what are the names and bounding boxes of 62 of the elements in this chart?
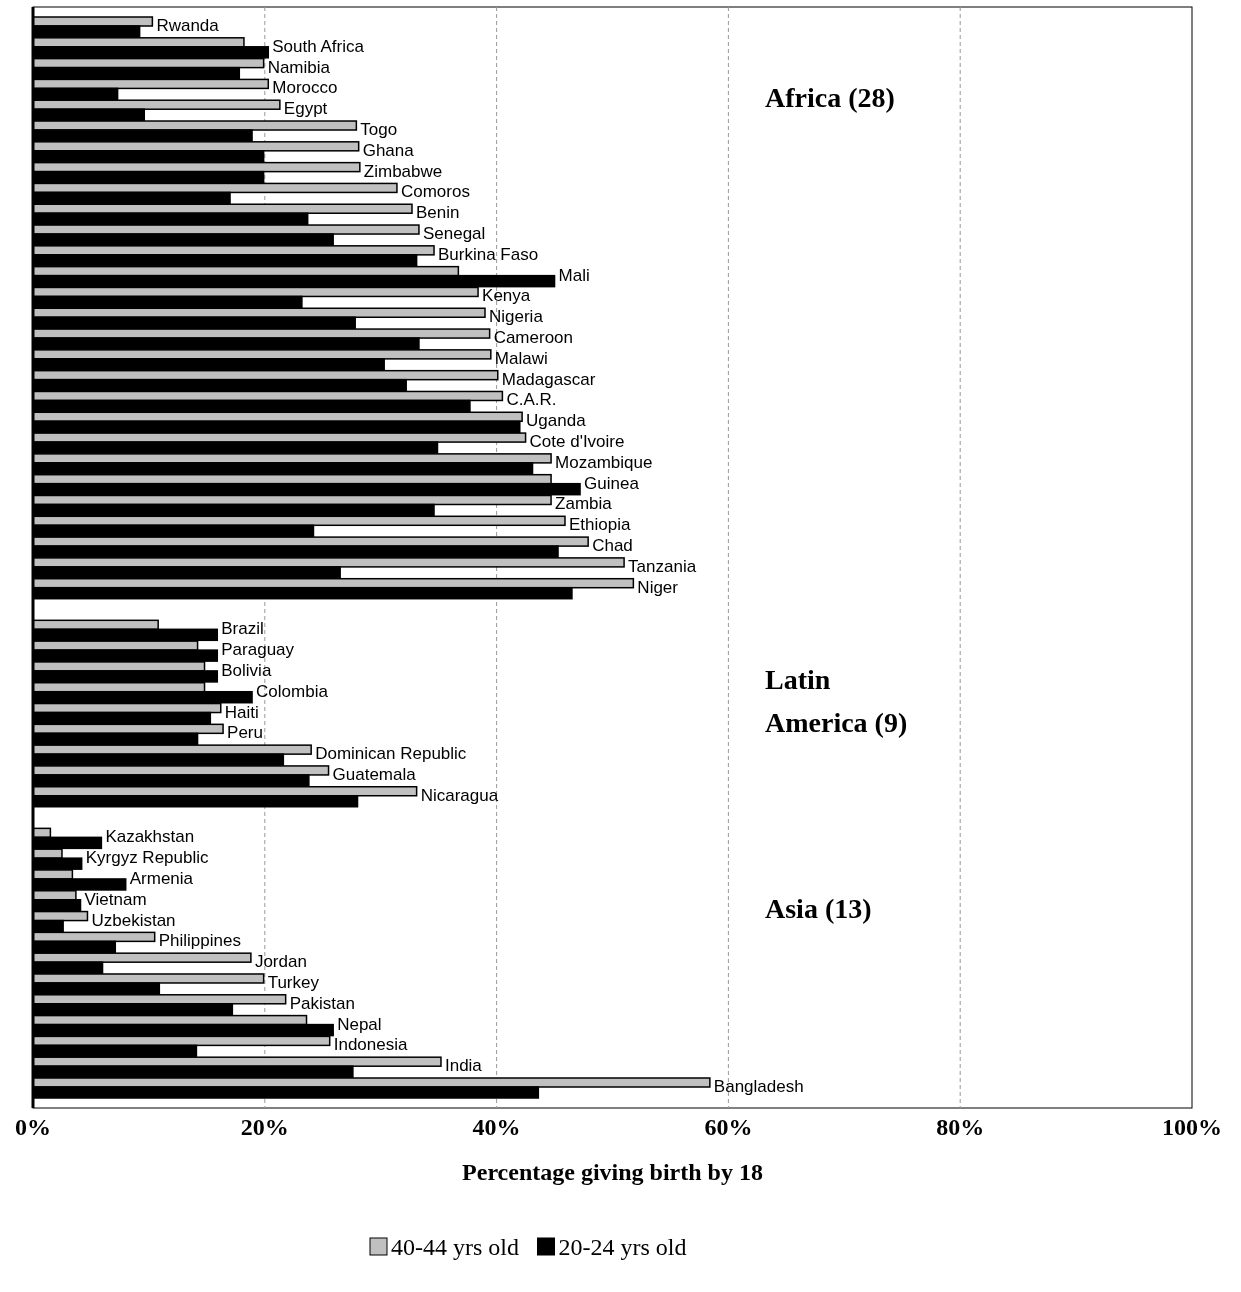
y-tick-label: Nicaragua bbox=[420, 785, 499, 805]
y-tick-label: Bangladesh bbox=[713, 1077, 804, 1096]
y-tick-label: Armenia bbox=[129, 868, 194, 888]
x-tick-label: 100% bbox=[1162, 1114, 1222, 1140]
y-tick-label: Uzbekistan bbox=[91, 910, 176, 930]
y-tick-label: Tanzania bbox=[628, 556, 697, 576]
y-tick-label: Egypt bbox=[283, 99, 328, 119]
annotation: Africa (28) bbox=[765, 81, 895, 113]
y-tick-label: Zambia bbox=[555, 494, 613, 514]
y-tick-label: Turkey bbox=[267, 972, 320, 992]
y-tick-label: Kazakhstan bbox=[105, 827, 195, 847]
y-tick-label: South Africa bbox=[272, 36, 365, 56]
x-tick-label: 0% bbox=[15, 1114, 51, 1140]
x-tick-label: 60% bbox=[704, 1114, 753, 1140]
y-tick-label: Mozambique bbox=[555, 452, 653, 472]
legend-label: 40-44 yrs old bbox=[391, 1234, 519, 1260]
y-tick-label: Pakistan bbox=[289, 993, 355, 1013]
y-tick-label: Chad bbox=[592, 536, 633, 556]
y-tick-label: Burkina Faso bbox=[438, 244, 539, 264]
y-tick-label: Namibia bbox=[267, 57, 331, 77]
y-tick-label: Madagascar bbox=[501, 369, 596, 389]
y-tick-label: Colombia bbox=[256, 681, 329, 701]
y-tick-label: Guinea bbox=[584, 473, 640, 493]
y-tick-label: Kyrgyz Republic bbox=[85, 848, 209, 868]
y-tick-label: Indonesia bbox=[333, 1035, 408, 1055]
y-tick-label: Haiti bbox=[224, 702, 259, 722]
y-tick-label: Ethiopia bbox=[568, 515, 631, 535]
legend-label: 20-24 yrs old bbox=[558, 1234, 687, 1260]
y-tick-label: Togo bbox=[360, 120, 398, 140]
x-tick-label: 20% bbox=[240, 1114, 289, 1140]
y-tick-label: Jordan bbox=[254, 952, 307, 972]
y-tick-label: Brazil bbox=[221, 619, 264, 639]
y-tick-label: Comoros bbox=[400, 182, 470, 202]
y-tick-label: Dominican Republic bbox=[315, 744, 467, 764]
y-tick-label: Senegal bbox=[422, 224, 486, 244]
y-tick-label: Peru bbox=[227, 723, 263, 743]
x-tick-label: 40% bbox=[472, 1114, 521, 1140]
x-tick-label: 80% bbox=[936, 1114, 985, 1140]
y-tick-label: Nigeria bbox=[489, 307, 544, 327]
y-tick-label: Vietnam bbox=[84, 889, 147, 909]
y-tick-label: Benin bbox=[415, 203, 460, 223]
y-tick-label: Cote d'Ivoire bbox=[529, 432, 625, 452]
y-tick-label: India bbox=[444, 1056, 483, 1076]
x-axis-title: Percentage giving birth by 18 bbox=[462, 1159, 763, 1185]
y-tick-label: Philippines bbox=[158, 931, 241, 951]
y-tick-label: Ghana bbox=[362, 140, 415, 160]
y-tick-label: Cameroon bbox=[493, 328, 574, 348]
y-tick-label: Morocco bbox=[272, 78, 338, 98]
y-tick-label: Niger bbox=[637, 577, 679, 597]
annotation: Asia (13) bbox=[765, 893, 872, 925]
y-tick-label: Malawi bbox=[494, 348, 548, 368]
y-tick-label: Zimbabwe bbox=[363, 161, 443, 181]
annotation: Latin America (9) bbox=[765, 663, 908, 738]
y-tick-label: Paraguay bbox=[221, 640, 295, 660]
y-tick-label: Rwanda bbox=[156, 16, 220, 35]
y-tick-label: C.A.R. bbox=[506, 390, 557, 410]
y-tick-label: Nepal bbox=[337, 1014, 382, 1034]
y-tick-label: Bolivia bbox=[221, 660, 272, 680]
y-tick-label: Uganda bbox=[526, 411, 587, 431]
y-tick-label: Mali bbox=[558, 265, 590, 285]
y-tick-label: Kenya bbox=[482, 286, 531, 306]
y-tick-label: Guatemala bbox=[332, 764, 417, 784]
